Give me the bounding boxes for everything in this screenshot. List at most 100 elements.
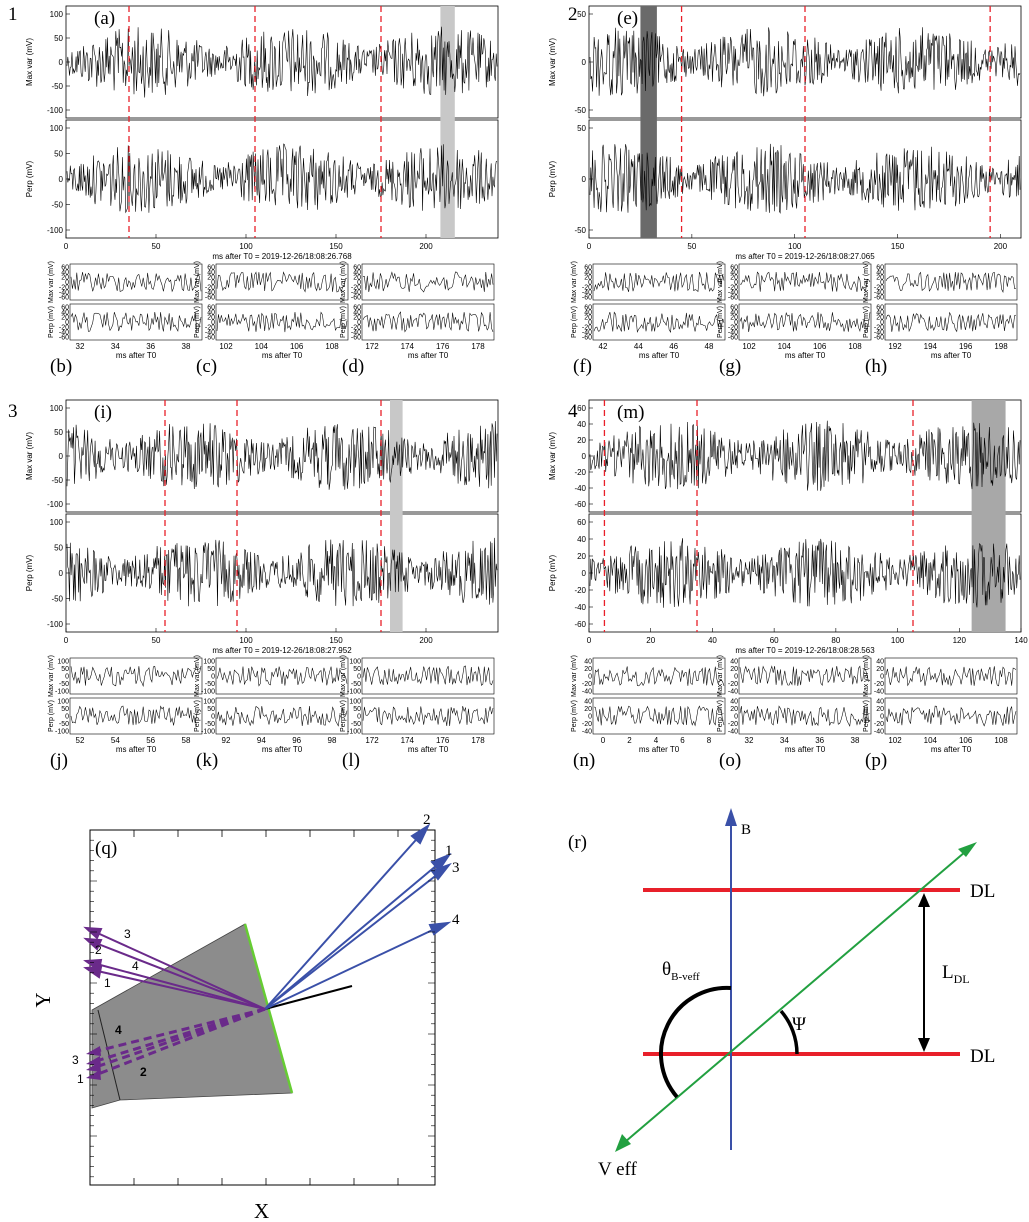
sub-perp-y-tick: 40 <box>61 310 69 317</box>
perp-waveform <box>66 143 498 214</box>
sub-perp-y-tick: 0 <box>65 320 69 327</box>
sub-perp-waveform <box>593 311 725 333</box>
max-var-y-tick: 0 <box>582 58 587 67</box>
sub-x-tick: 102 <box>888 736 902 745</box>
sub-perp-y-tick: 100 <box>57 699 69 706</box>
x-tick: 200 <box>994 242 1008 251</box>
sub-max-y-tick: 40 <box>730 659 738 666</box>
sub-max-ylabel: Max var (mV) <box>717 261 724 303</box>
sub-max-ylabel: Max var (mV) <box>48 261 55 303</box>
sub-perp-y-tick: 100 <box>203 699 215 706</box>
sub-perp-ylabel: Perp (mV) <box>717 306 724 338</box>
sub-max-y-tick: -60 <box>351 295 361 302</box>
sub-x-tick: 6 <box>680 736 685 745</box>
sub-perp-y-tick: -40 <box>728 330 738 337</box>
ldl-main-text: L <box>942 962 954 983</box>
max-var-y-tick: 0 <box>59 58 64 67</box>
sub-max-y-tick: 20 <box>584 275 592 282</box>
perp-y-tick: 40 <box>577 535 586 544</box>
arrowhead-icon <box>430 852 452 872</box>
arrowhead-icon <box>83 965 103 979</box>
sub-perp-y-tick: -40 <box>582 330 592 337</box>
sub-perp-y-tick: -50 <box>59 721 69 728</box>
sub-perp-waveform <box>593 705 725 727</box>
veff-arrowhead-down-icon <box>615 1134 631 1152</box>
max-var-waveform <box>66 421 498 490</box>
max-var-ylabel: Max var (mV) <box>548 38 557 86</box>
sub-max-waveform <box>885 666 1017 687</box>
sub-perp-y-tick: 20 <box>876 315 884 322</box>
max-var-ylabel: Max var (mV) <box>25 38 34 86</box>
sub-perp-y-tick: 50 <box>353 706 361 713</box>
sub-perp-y-tick: -20 <box>582 325 592 332</box>
sub-perp-y-tick: 40 <box>584 310 592 317</box>
x-tick: 140 <box>1014 636 1028 645</box>
max-var-y-tick: -50 <box>51 476 63 485</box>
spacecraft-polygon <box>91 923 293 1109</box>
sub-max-y-tick: 60 <box>876 265 884 272</box>
sub-max-waveform <box>593 666 725 687</box>
sub-x-axis-label: ms after T0 <box>116 745 157 754</box>
perp-y-tick: -50 <box>51 595 63 604</box>
perp-y-tick: 50 <box>577 124 586 133</box>
q-y-axis-label: Y <box>31 992 55 1007</box>
dashed-arrow-label-2: 2 <box>140 1065 147 1079</box>
sub-max-y-tick: -40 <box>351 290 361 297</box>
veff-label: V eff <box>598 1159 638 1180</box>
b-arrowhead-icon <box>725 808 737 826</box>
sub-max-y-tick: -40 <box>874 689 884 696</box>
sub-x-tick: 194 <box>924 342 938 351</box>
sub-perp-y-tick: -60 <box>59 335 69 342</box>
max-var-y-tick: 50 <box>54 34 63 43</box>
group-label-3: 3 <box>8 401 18 422</box>
sub-max-waveform <box>739 665 871 687</box>
sub-perp-y-tick: 0 <box>357 320 361 327</box>
sub-perp-y-tick: 100 <box>349 699 361 706</box>
sub-perp-ylabel: Perp (mV) <box>48 306 55 338</box>
arrowhead-icon <box>86 1046 101 1056</box>
x-axis-label: ms after T0 = 2019-12-26/18:08:27.952 <box>212 646 352 655</box>
sub-max-y-tick: -20 <box>728 681 738 688</box>
max-var-y-tick: -100 <box>47 106 64 115</box>
sub-perp-ylabel: Perp (mV) <box>571 700 578 732</box>
panel-label: (a) <box>94 8 115 29</box>
sub-perp-y-tick: 0 <box>880 320 884 327</box>
panel-label: (m) <box>617 402 644 423</box>
sub-max-waveform <box>362 665 494 686</box>
sub-max-y-tick: 60 <box>353 265 361 272</box>
sub-perp-y-tick: 50 <box>207 706 215 713</box>
sub-max-y-tick: 40 <box>353 270 361 277</box>
sub-max-y-tick: 50 <box>61 666 69 673</box>
max-var-y-tick: -50 <box>574 106 586 115</box>
sub-x-axis-label: ms after T0 <box>639 351 680 360</box>
dashed-arrow-label-3: 3 <box>72 1053 79 1067</box>
x-tick: 150 <box>329 636 343 645</box>
sub-x-tick: 44 <box>634 342 643 351</box>
max-var-y-tick: 20 <box>577 436 586 445</box>
perp-y-tick: 0 <box>59 175 64 184</box>
sub-max-y-tick: -60 <box>874 295 884 302</box>
sub-perp-y-tick: 20 <box>730 315 738 322</box>
sub-x-tick: 4 <box>654 736 659 745</box>
x-tick: 50 <box>152 242 161 251</box>
x-tick: 100 <box>239 636 253 645</box>
sub-max-y-tick: 0 <box>880 280 884 287</box>
sub-panel-label: (b) <box>50 356 72 377</box>
sub-perp-waveform <box>362 311 494 333</box>
perp-y-tick: -50 <box>574 226 586 235</box>
x-tick: 100 <box>891 636 905 645</box>
sub-x-tick: 36 <box>146 342 155 351</box>
max-var-y-tick: 0 <box>59 452 64 461</box>
sub-x-axis-label: ms after T0 <box>639 745 680 754</box>
sub-max-y-tick: -60 <box>59 295 69 302</box>
sub-perp-y-tick: 60 <box>61 305 69 312</box>
sub-x-tick: 176 <box>436 342 450 351</box>
sub-max-y-tick: 100 <box>349 659 361 666</box>
sub-x-tick: 46 <box>669 342 678 351</box>
sub-max-frame <box>884 263 1018 301</box>
sub-max-y-tick: -20 <box>59 285 69 292</box>
arrowhead-icon <box>410 823 431 845</box>
x-tick: 150 <box>891 242 905 251</box>
